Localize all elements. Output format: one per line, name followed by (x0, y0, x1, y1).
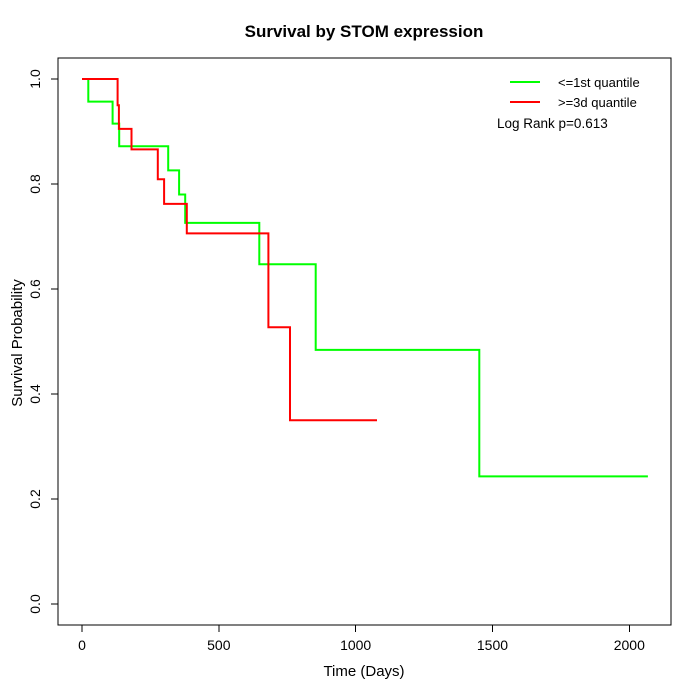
log-rank-annotation: Log Rank p=0.613 (497, 116, 608, 131)
y-tick-label: 0.2 (27, 489, 43, 509)
axis-ticks: 0 500 1000 1500 2000 0.0 0.2 0.4 0.6 0.8 1.0 (27, 69, 645, 653)
y-tick-label: 0.4 (27, 384, 43, 404)
y-tick-label: 0.6 (27, 279, 43, 299)
x-tick-label: 0 (78, 637, 86, 653)
x-tick-label: 2000 (614, 637, 645, 653)
y-tick-label: 0.0 (27, 594, 43, 614)
y-tick-label: 0.8 (27, 174, 43, 194)
y-tick-label: 1.0 (27, 69, 43, 89)
legend-label-first-quantile: <=1st quantile (558, 75, 640, 90)
x-tick-label: 500 (207, 637, 231, 653)
legend: <=1st quantile >=3d quantile Log Rank p=… (497, 75, 640, 131)
survival-curve-le-1st-quantile (82, 78, 648, 478)
survival-curve-ge-3d-quantile (82, 78, 377, 422)
x-axis-label: Time (Days) (323, 663, 404, 680)
y-axis-label: Survival Probability (9, 279, 26, 407)
chart-title: Survival by STOM expression (245, 22, 484, 41)
survival-curves (82, 78, 648, 478)
x-tick-label: 1000 (340, 637, 371, 653)
legend-label-third-quantile: >=3d quantile (558, 95, 637, 110)
plot-box (57, 57, 672, 626)
x-tick-label: 1500 (477, 637, 508, 653)
